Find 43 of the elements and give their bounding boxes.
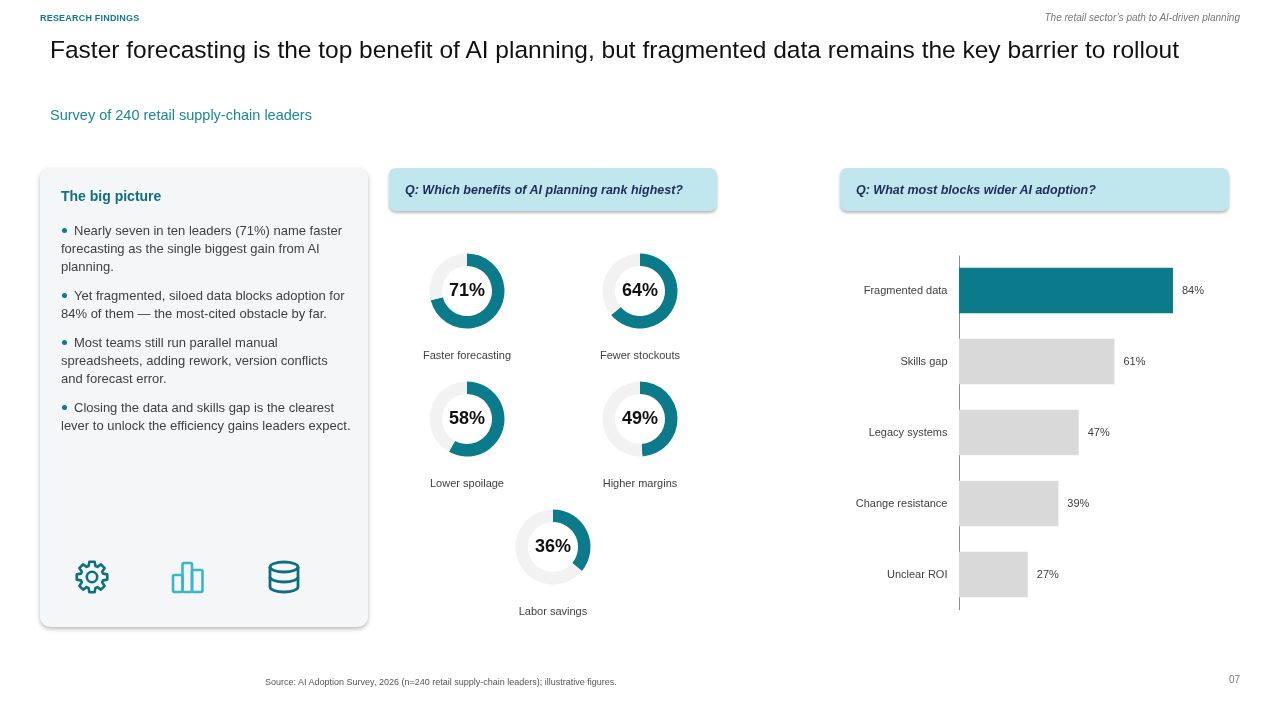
data-label: 47% bbox=[1087, 425, 1110, 438]
text: Lower spoilage bbox=[429, 476, 504, 489]
source-note: Source: AI Adoption Survey, 2026 (n=240 retail supply-chain leaders); illustrative figures. bbox=[265, 677, 617, 687]
text: Yet fragmented, siloed data blocks adoption for 84% of them — the most-cited obstacle by far. bbox=[61, 287, 346, 323]
text: Most teams still run parallel manual spreadsheets, adding rework, version conflicts and forecast error. bbox=[61, 334, 329, 388]
data-label: 36% bbox=[535, 535, 572, 556]
donut-slice bbox=[430, 253, 505, 329]
text: Fewer stockouts bbox=[599, 349, 681, 361]
chart-title: Q: What most blocks wider AI adoption? bbox=[855, 182, 1096, 197]
bar bbox=[959, 480, 1059, 526]
donut-slice bbox=[515, 509, 583, 584]
donut-slice bbox=[611, 253, 678, 329]
text: Nearly seven in ten leaders (71%) name faster forecasting as the single biggest gain from AI planning. bbox=[61, 222, 344, 276]
bar bbox=[959, 267, 1173, 313]
bar bbox=[959, 551, 1028, 597]
bar bbox=[959, 409, 1079, 455]
text: Higher margins bbox=[602, 476, 678, 489]
data-label: 39% bbox=[1067, 496, 1090, 509]
text: RESEARCH FINDINGS bbox=[40, 13, 140, 23]
text: The big picture bbox=[61, 188, 162, 204]
data-label: 71% bbox=[448, 280, 485, 300]
question-banner: Q: Which benefits of AI planning rank highest? bbox=[389, 168, 717, 211]
text: Labor savings bbox=[519, 604, 589, 617]
data-label: 27% bbox=[1036, 567, 1060, 580]
bar bbox=[959, 338, 1115, 384]
question-banner: Q: What most blocks wider AI adoption? bbox=[840, 168, 1229, 211]
data-label: 58% bbox=[448, 407, 485, 428]
text: Faster forecasting is the top benefit of AI planning, but fragmented data remains the key barrier to rollout bbox=[50, 36, 1179, 64]
y-tick-label: Fragmented data bbox=[863, 283, 949, 296]
text: 07 bbox=[1228, 674, 1240, 685]
data-label: 49% bbox=[621, 407, 659, 428]
donut-slice bbox=[448, 381, 505, 456]
text: Faster forecasting bbox=[422, 349, 511, 361]
y-tick-label: Legacy systems bbox=[868, 425, 948, 438]
data-label: 61% bbox=[1123, 354, 1146, 367]
text: Closing the data and skills gap is the clearest lever to unlock the efficiency gains leaders expect. bbox=[61, 399, 351, 435]
y-tick-label: Change resistance bbox=[855, 496, 948, 509]
y-tick-label: Unclear ROI bbox=[886, 567, 948, 580]
text: Survey of 240 retail supply-chain leaders bbox=[50, 107, 312, 123]
data-label: 84% bbox=[1182, 283, 1205, 296]
data-label: 64% bbox=[621, 280, 659, 300]
text: The retail sector’s path to AI-driven planning bbox=[1044, 12, 1240, 23]
y-tick-label: Skills gap bbox=[900, 354, 948, 367]
